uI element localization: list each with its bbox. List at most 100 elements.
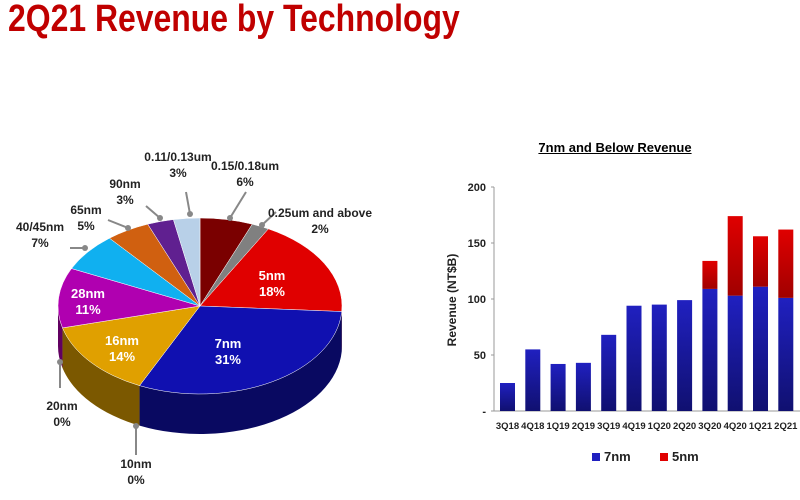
x-tick-label: 3Q19 (597, 421, 620, 432)
pie-label: 20nm 0% (46, 398, 77, 430)
bar-chart-title: 7nm and Below Revenue (538, 140, 692, 155)
leader-dot (187, 211, 193, 217)
pie-label-value: 11% (75, 302, 101, 317)
pie-label-name: 40/45nm (15, 220, 65, 234)
pie-label-name: 5nm (258, 268, 286, 283)
x-tick-label: 3Q18 (496, 421, 519, 432)
legend-label: 7nm (604, 449, 631, 464)
leader-line (185, 191, 191, 215)
leader-line (107, 219, 129, 229)
pie-label-name: 7nm (214, 336, 242, 351)
pie-label: 16nm 14% (105, 333, 139, 365)
leader-line (261, 211, 277, 226)
bar-7nm-1Q19 (550, 363, 566, 411)
x-tick-label: 2Q20 (673, 421, 696, 432)
bar-5nm-1Q21 (753, 236, 768, 287)
x-tick-label: 2Q21 (774, 421, 798, 432)
leader-line (145, 205, 161, 219)
pie-label-name: 20nm (46, 399, 78, 413)
pie-label-name: 65nm (70, 203, 102, 217)
pie-label-value: 0% (53, 415, 71, 429)
bar-5nm-2Q21 (778, 229, 794, 298)
leader-dot (125, 225, 131, 231)
pie-label-value: 3% (116, 193, 134, 207)
pie-side-28nm (58, 306, 63, 368)
leader-line (229, 191, 247, 219)
pie-label-value: 6% (236, 175, 254, 189)
pie-slice-28nm (57, 268, 201, 329)
y-tick-label: 200 (468, 182, 486, 194)
pie-label: 0.25um and above 2% (268, 205, 372, 237)
legend-swatch (660, 452, 668, 461)
leader-dot (57, 359, 63, 365)
pie-label: 0.15/0.18um 6% (211, 158, 279, 190)
leader-dot (157, 215, 163, 221)
pie-label-value: 18% (258, 284, 286, 299)
pie-label: 10nm 0% (120, 456, 151, 488)
leader-dot (82, 245, 88, 251)
y-axis-label: Revenue (NT$B) (445, 253, 459, 347)
leader-dot (227, 215, 233, 221)
pie-label-name: 10nm (120, 457, 152, 471)
pie-side-7nm (139, 311, 342, 434)
x-tick-label: 4Q19 (622, 421, 645, 432)
y-tick-label: 50 (474, 350, 486, 362)
bar-7nm-2Q20 (677, 300, 693, 411)
pie-label-name: 16nm (105, 333, 139, 348)
pie-slice-0.11/0.13um (173, 217, 201, 307)
bar-7nm-4Q18 (525, 349, 541, 411)
legend-item-7nm: 7nm (592, 449, 631, 464)
pie-label-name: 0.25um and above (267, 206, 373, 220)
x-tick-label: 3Q20 (698, 421, 721, 432)
leader-dot (133, 423, 139, 429)
pie-label: 5nm 18% (259, 268, 286, 300)
pie-label: 65nm 5% (70, 202, 101, 234)
bar-7nm-1Q20 (651, 304, 667, 411)
y-tick-label: - (482, 406, 486, 418)
bar-7nm-2Q19 (575, 362, 591, 411)
y-tick-label: 150 (468, 238, 486, 250)
pie-label-value: 31% (214, 352, 242, 367)
pie-label: 28nm 11% (71, 286, 105, 318)
x-tick-label: 1Q21 (749, 421, 773, 432)
x-tick-label: 2Q19 (572, 421, 595, 432)
bar-7nm-4Q19 (626, 305, 642, 411)
x-tick-label: 1Q19 (546, 421, 569, 432)
pie-slice-5nm (199, 228, 343, 312)
pie-label-value: 5% (77, 219, 95, 233)
bar-7nm-3Q20 (702, 288, 718, 411)
pie-slice-16nm (62, 305, 201, 386)
pie-label-name: 90nm (109, 177, 141, 191)
pie-label-value: 14% (108, 349, 136, 364)
legend-item-5nm: 5nm (660, 449, 699, 464)
bar-7nm-2Q21 (778, 297, 794, 411)
legend-label: 5nm (672, 449, 699, 464)
bar-7nm-3Q18 (500, 383, 515, 411)
legend-swatch (592, 452, 600, 461)
bar-7nm-1Q21 (753, 286, 768, 411)
pie-label-value: 2% (311, 222, 329, 236)
pie-label-value: 3% (169, 166, 187, 180)
x-tick-label: 1Q20 (648, 421, 671, 432)
pie-label: 40/45nm 7% (16, 219, 64, 251)
pie-label-value: 7% (31, 236, 49, 250)
pie-label: 90nm 3% (109, 176, 140, 208)
pie-label: 7nm 31% (215, 336, 242, 368)
bar-5nm-3Q20 (702, 260, 718, 289)
pie-label-name: 0.15/0.18um (210, 159, 280, 173)
page-title: 2Q21 Revenue by Technology (8, 0, 460, 40)
y-tick-label: 100 (468, 294, 486, 306)
bar-7nm-3Q19 (601, 334, 617, 411)
leader-dot (259, 222, 265, 228)
pie-label-name: 28nm (71, 286, 105, 301)
x-tick-label: 4Q18 (521, 421, 544, 432)
pie-slice-7nm (139, 305, 342, 395)
pie-label: 0.11/0.13um 3% (144, 149, 211, 181)
bar-7nm-4Q20 (727, 295, 743, 411)
x-tick-label: 4Q20 (724, 421, 747, 432)
pie-label-value: 0% (127, 473, 145, 487)
bar-5nm-4Q20 (727, 216, 743, 296)
pie-side-16nm (62, 327, 140, 426)
